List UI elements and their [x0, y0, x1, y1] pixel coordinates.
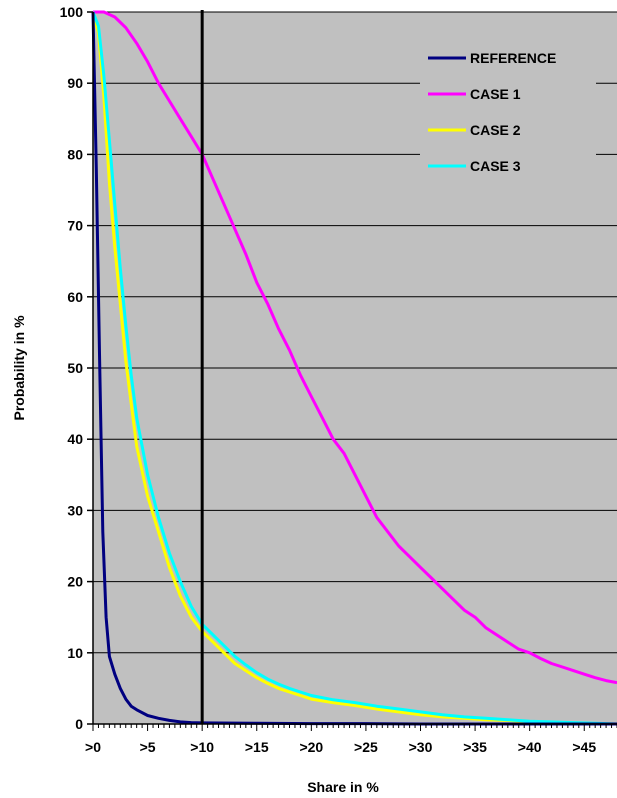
- x-tick-label-6: >30: [409, 739, 433, 755]
- x-axis-ticks: >0 >5 >10 >15 >20 >25 >30 >35 >40 >45: [85, 724, 617, 755]
- x-tick-label-9: >45: [572, 739, 596, 755]
- series-line-1: [93, 10, 617, 685]
- x-tick-label-4: >20: [299, 739, 323, 755]
- legend: REFERENCE CASE 1 CASE 2 CASE 3: [420, 30, 596, 178]
- x-tick-label-0: >0: [85, 739, 101, 755]
- x-axis-title: Share in %: [307, 779, 379, 795]
- x-tick-label-1: >5: [140, 739, 156, 755]
- y-tick-label-3: 30: [67, 502, 83, 518]
- x-tick-label-7: >35: [463, 739, 487, 755]
- gridlines: [93, 11, 617, 654]
- series-line-3: [91, 11, 617, 726]
- legend-label-1: CASE 1: [470, 86, 521, 102]
- x-tick-label-8: >40: [518, 739, 542, 755]
- y-tick-label-5: 50: [67, 360, 83, 376]
- x-tick-label-3: >15: [245, 739, 269, 755]
- y-tick-label-10: 100: [60, 4, 84, 20]
- x-tick-label-2: >10: [190, 739, 214, 755]
- y-axis-title: Probability in %: [11, 315, 27, 421]
- y-tick-label-9: 90: [67, 75, 83, 91]
- x-tick-label-5: >25: [354, 739, 378, 755]
- legend-label-0: REFERENCE: [470, 50, 556, 66]
- y-tick-label-2: 20: [67, 574, 83, 590]
- legend-label-3: CASE 3: [470, 158, 521, 174]
- y-tick-label-7: 70: [67, 218, 83, 234]
- y-tick-label-1: 10: [67, 645, 83, 661]
- y-tick-label-0: 0: [75, 716, 83, 732]
- y-tick-label-6: 60: [67, 289, 83, 305]
- y-tick-label-4: 40: [67, 431, 83, 447]
- y-tick-label-8: 80: [67, 146, 83, 162]
- legend-label-2: CASE 2: [470, 122, 521, 138]
- y-axis-ticks: 0 10 20 30 40 50 60 70 80 90 100: [60, 4, 93, 732]
- legend-background: [420, 30, 596, 178]
